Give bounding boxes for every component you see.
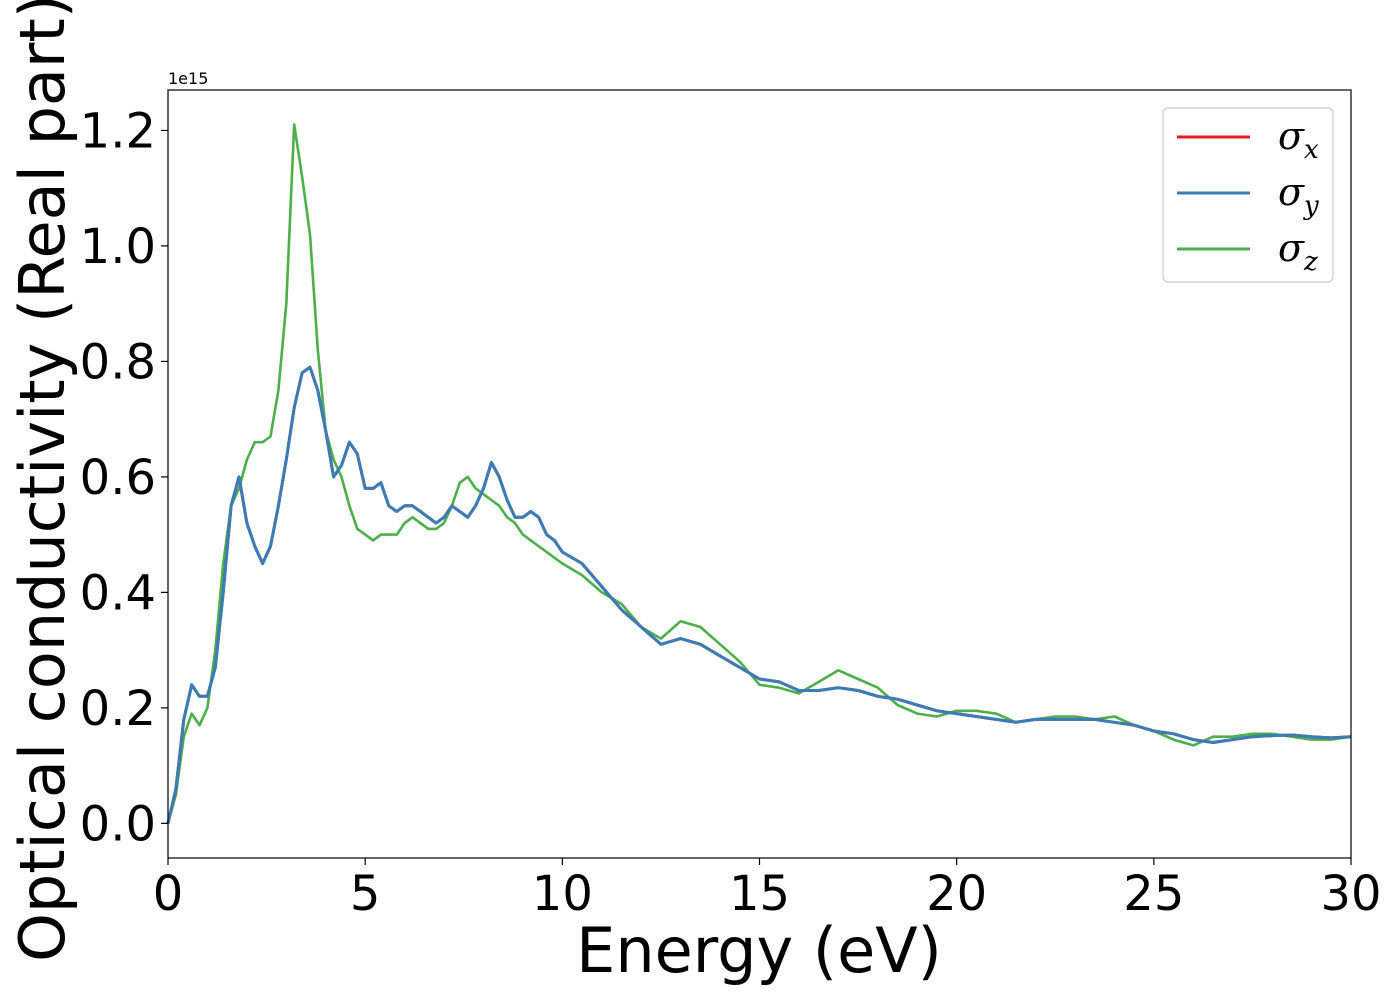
y-axis-title: Optical conductivity (Real part) <box>6 0 79 962</box>
x-tick-label: 25 <box>1123 866 1184 922</box>
series-line-sigma-z <box>166 123 1352 824</box>
series-layer <box>166 123 1352 824</box>
legend-box <box>1162 107 1334 283</box>
x-tick-label: 5 <box>350 866 381 922</box>
y-tick-label: 0.4 <box>80 565 156 621</box>
y-tick-label: 0.6 <box>80 450 156 506</box>
y-tick-label: 0.8 <box>80 334 156 390</box>
y-axis: 0.0 0.2 0.4 0.6 0.8 1.0 1.2 <box>80 103 168 852</box>
y-tick-label: 0.2 <box>80 681 156 737</box>
legend-label-sigma-x: σx <box>1278 114 1319 165</box>
x-tick-label: 20 <box>926 866 987 922</box>
y-tick-label: 0.0 <box>80 796 156 852</box>
x-tick-label: 30 <box>1320 866 1381 922</box>
series-line-sigma-y <box>166 365 1352 824</box>
y-tick-label: 1.0 <box>80 219 156 275</box>
x-tick-label: 0 <box>153 866 184 922</box>
x-tick-label: 15 <box>729 866 790 922</box>
x-axis-title: Energy (eV) <box>576 914 942 987</box>
legend-label-sigma-y: σy <box>1278 170 1319 221</box>
legend-label-sigma-z: σz <box>1278 226 1318 277</box>
x-tick-label: 10 <box>532 866 593 922</box>
y-offset-label: 1e15 <box>168 69 208 88</box>
y-tick-label: 1.2 <box>80 103 156 159</box>
x-axis: 0 5 10 15 20 25 30 <box>153 858 1382 922</box>
